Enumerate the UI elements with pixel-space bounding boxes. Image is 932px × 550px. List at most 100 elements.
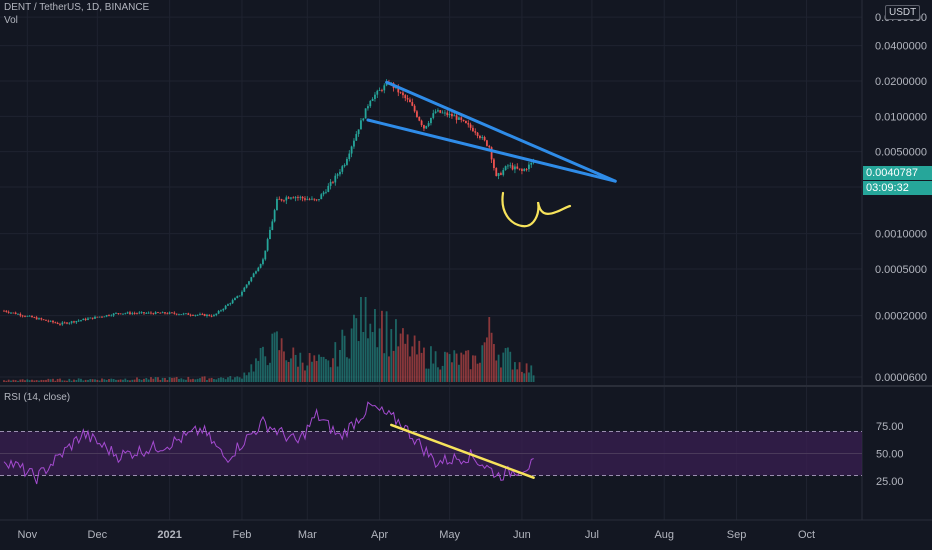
candle-body xyxy=(276,198,278,211)
volume-bar xyxy=(59,378,61,382)
volume-bar xyxy=(301,362,304,382)
volume-bar xyxy=(518,362,521,382)
candle-body xyxy=(131,313,134,314)
candle-body xyxy=(511,165,514,170)
candle-body xyxy=(329,181,332,186)
candle-body xyxy=(455,115,458,120)
candle-body xyxy=(236,296,239,299)
volume-bar xyxy=(444,351,446,382)
candle-body xyxy=(348,153,351,160)
candle-body xyxy=(297,197,299,198)
candle-body xyxy=(245,284,248,288)
volume-bar xyxy=(108,379,110,382)
candle-body xyxy=(402,92,404,96)
volume-bar xyxy=(355,318,358,382)
volume-bar xyxy=(367,338,369,382)
volume-bar xyxy=(425,368,428,382)
time-tick-label: Feb xyxy=(232,529,251,541)
candle-body xyxy=(98,316,101,318)
candle-body xyxy=(215,313,218,316)
candle-body xyxy=(416,111,418,117)
volume-bar xyxy=(469,369,472,382)
volume-bar xyxy=(224,379,227,382)
candle-body xyxy=(96,316,99,318)
time-tick-label: Nov xyxy=(18,529,38,541)
volume-bar xyxy=(297,366,299,382)
candle-body xyxy=(45,319,47,321)
time-tick-label: May xyxy=(439,529,460,541)
time-tick-label: Aug xyxy=(654,529,674,541)
currency-badge[interactable]: USDT xyxy=(885,5,921,20)
volume-bar xyxy=(364,297,367,382)
volume-bar xyxy=(269,362,271,382)
candle-body xyxy=(481,137,484,139)
volume-bar xyxy=(399,333,402,382)
candle-body xyxy=(264,250,267,260)
candle-body xyxy=(77,320,80,322)
candle-body xyxy=(105,315,108,317)
candle-body xyxy=(458,117,460,120)
candle-body xyxy=(502,170,505,175)
candle-body xyxy=(129,312,131,314)
candle-body xyxy=(59,323,61,325)
candle-body xyxy=(528,164,530,170)
candle-body xyxy=(224,305,227,309)
volume-bar xyxy=(448,354,451,382)
candle-body xyxy=(173,312,176,314)
countdown-label: 03:09:32 xyxy=(863,181,932,195)
volume-bar xyxy=(472,355,474,382)
candle-body xyxy=(518,168,521,170)
volume-bar xyxy=(362,332,365,382)
candle-body xyxy=(180,314,183,316)
candle-body xyxy=(371,98,374,101)
candle-body xyxy=(311,198,313,200)
candle-body xyxy=(346,159,348,165)
candle-body xyxy=(194,314,197,316)
candle-body xyxy=(339,171,341,175)
volume-bar xyxy=(385,311,388,382)
volume-bar xyxy=(147,379,150,382)
candle-body xyxy=(474,131,477,133)
candle-body xyxy=(327,185,330,192)
candle-body xyxy=(493,159,495,169)
symbol-title: DENT / TetherUS, 1D, BINANCE xyxy=(4,2,150,13)
candle-body xyxy=(199,314,201,315)
volume-bar xyxy=(105,379,108,382)
candle-body xyxy=(262,259,264,265)
volume-bar xyxy=(311,361,313,382)
candle-body xyxy=(472,127,474,132)
candle-body xyxy=(112,313,115,316)
volume-bar xyxy=(185,379,187,382)
candle-body xyxy=(66,322,68,324)
candle-body xyxy=(332,181,334,183)
candle-body xyxy=(54,322,57,324)
candle-body xyxy=(101,316,103,318)
volume-bar xyxy=(21,379,24,382)
volume-bar xyxy=(409,356,411,382)
candle-body xyxy=(159,312,162,314)
volume-bar xyxy=(292,347,295,382)
rsi-legend: RSI (14, close) xyxy=(4,392,71,403)
volume-bar xyxy=(89,379,92,382)
candle-body xyxy=(161,312,164,314)
volume-bar xyxy=(532,375,535,382)
volume-bar xyxy=(402,328,404,382)
candle-body xyxy=(334,175,337,183)
candle-body xyxy=(208,314,211,316)
volume-bar xyxy=(341,329,344,382)
volume-bar xyxy=(497,354,500,382)
candle-body xyxy=(250,277,253,282)
candle-body xyxy=(509,165,512,167)
candle-body xyxy=(425,125,428,129)
volume-bar xyxy=(306,365,309,382)
volume-bar xyxy=(210,377,213,382)
volume-bar xyxy=(171,377,173,382)
candle-body xyxy=(350,146,353,154)
candle-body xyxy=(476,132,479,136)
volume-bar xyxy=(122,379,124,382)
volume-bar xyxy=(481,345,484,382)
candle-body xyxy=(360,120,362,130)
volume-bar xyxy=(82,380,85,382)
candle-body xyxy=(206,314,208,317)
